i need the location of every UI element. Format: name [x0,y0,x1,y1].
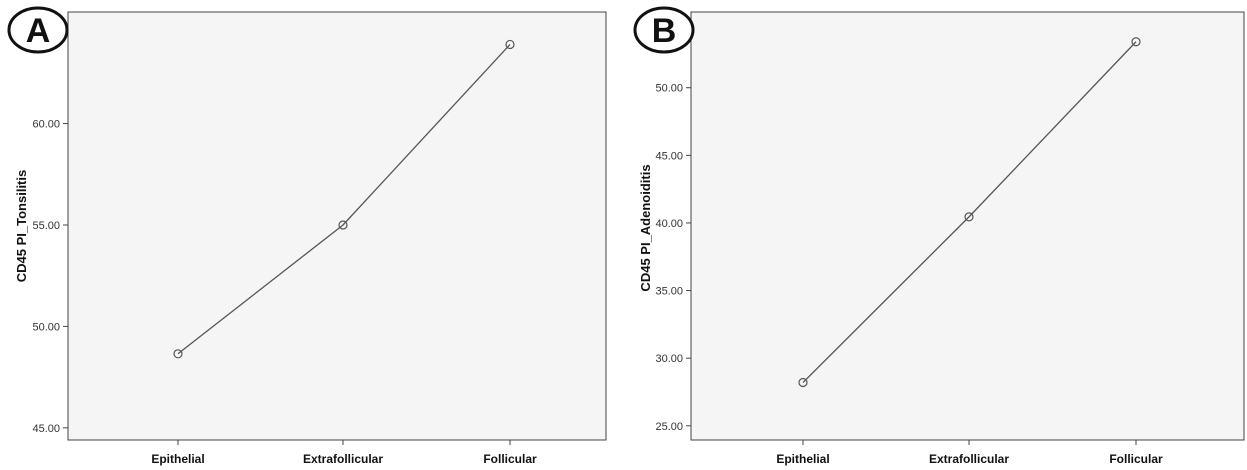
y-axis-title-a: CD45 PI_Tonsilitis [14,170,29,282]
panel-a: 45.00 50.00 55.00 60.00 Epithelial Extrafoll… [7,6,607,466]
y-tick-label-a-2: 55.00 [32,220,60,232]
x-ticks-b: Epithelial Extrafollicular Follicular [776,440,1163,466]
x-tick-label-b-1: Extrafollicular [929,452,1009,466]
panel-b: 25.00 30.00 35.00 40.00 45.00 50.00 Epithelia… [633,6,1245,466]
data-point-b-2 [1131,37,1141,47]
data-point-a-0 [173,349,183,359]
y-tick-label-a-3: 60.00 [32,119,60,131]
series-b [798,37,1141,388]
panel-letter-b: B [652,12,677,50]
panel-letter-badge-a [7,6,69,54]
y-tick-label-b-3: 40.00 [655,218,683,230]
y-axis-title-b: CD45 PI_Adenoiditis [638,164,653,291]
y-tick-label-b-1: 30.00 [655,353,683,365]
y-tick-label-b-5: 50.00 [655,83,683,95]
x-tick-label-a-0: Epithelial [151,452,204,466]
data-point-a-1 [338,220,348,230]
data-point-a-2 [505,39,515,50]
plot-area-b [690,11,1245,441]
y-tick-label-b-4: 45.00 [655,150,683,162]
y-ticks-a: 45.00 50.00 55.00 60.00 [32,119,68,435]
y-tick-label-b-2: 35.00 [655,286,683,298]
panel-letter-badge-b [633,6,695,54]
data-point-b-1 [964,212,974,222]
series-a [173,39,515,359]
plot-area-a [67,11,607,441]
y-tick-label-a-1: 50.00 [32,321,60,333]
series-line-a [177,44,511,355]
x-tick-label-a-2: Follicular [483,452,537,466]
y-ticks-b: 25.00 30.00 35.00 40.00 45.00 50.00 [655,83,691,433]
y-tick-label-a-0: 45.00 [32,423,60,435]
x-tick-label-b-0: Epithelial [776,452,829,466]
data-point-b-0 [798,377,808,388]
series-line-b [802,41,1137,383]
x-ticks-a: Epithelial Extrafollicular Follicular [151,440,537,466]
x-tick-label-a-1: Extrafollicular [303,452,383,466]
y-tick-label-b-0: 25.00 [655,421,683,433]
panel-letter-a: A [26,12,51,50]
x-tick-label-b-2: Follicular [1109,452,1163,466]
